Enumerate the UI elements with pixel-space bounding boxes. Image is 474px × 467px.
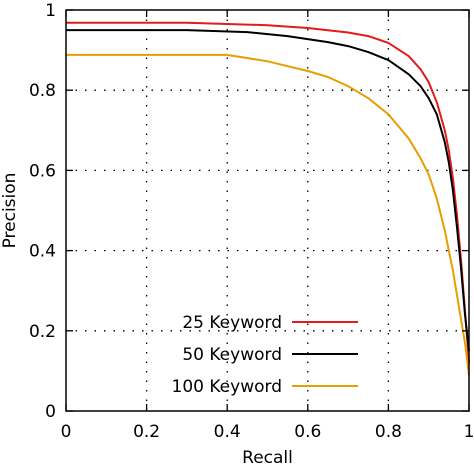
y-tick-label: 0.2: [29, 322, 56, 342]
series-line-50-keyword: [66, 29, 470, 352]
legend-label-25-keyword: 25 Keyword: [182, 313, 282, 333]
x-tick-label: 0.6: [294, 422, 321, 442]
series-line-100-keyword: [66, 53, 470, 376]
y-axis-label: Precision: [0, 173, 20, 249]
legend: 25 Keyword 50 Keyword 100 Keyword: [172, 313, 358, 397]
legend-label-50-keyword: 50 Keyword: [182, 345, 282, 365]
curves: [66, 21, 470, 376]
y-tick-label: 0.4: [29, 242, 56, 262]
y-tick-label: 0: [45, 402, 56, 422]
x-tick-label: 0: [61, 422, 72, 442]
ticks: [65, 9, 470, 412]
x-axis-label: Recall: [242, 448, 293, 467]
x-tick-label: 1: [464, 422, 474, 442]
y-tick-label: 1: [45, 1, 56, 21]
x-tick-label: 0.4: [214, 422, 241, 442]
plot-frame: [65, 9, 470, 412]
x-tick-label: 0.2: [133, 422, 160, 442]
y-tick-label: 0.8: [29, 81, 56, 101]
x-tick-label: 0.8: [375, 422, 402, 442]
tick-labels: 0 0.2 0.4 0.6 0.8 1 0 0.2 0.4 0.6 0.8 1: [29, 1, 474, 442]
series-line-25-keyword: [66, 21, 470, 363]
grid: [66, 10, 469, 411]
legend-label-100-keyword: 100 Keyword: [172, 377, 282, 397]
y-tick-label: 0.6: [29, 161, 56, 181]
